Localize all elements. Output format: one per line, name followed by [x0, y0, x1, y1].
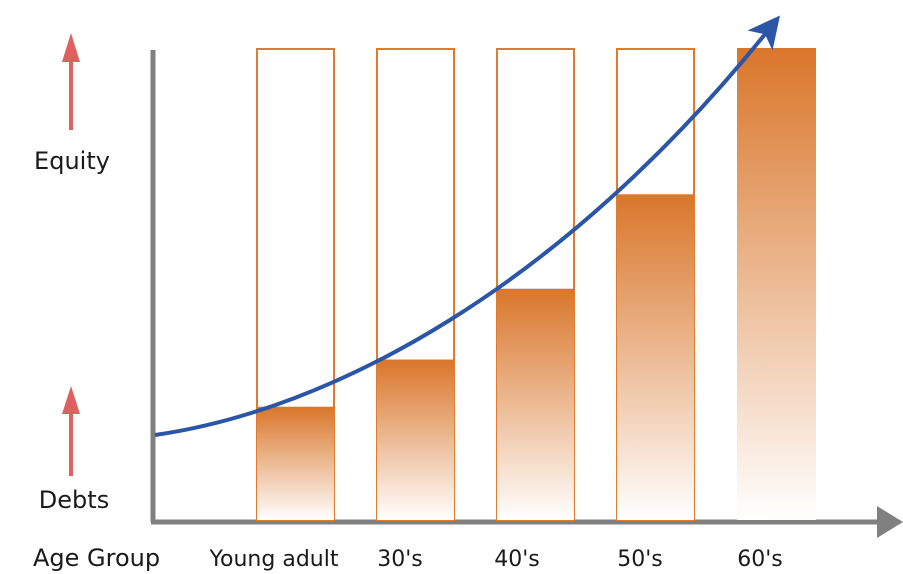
x-tick-label-4: 60's	[737, 547, 783, 572]
debts-up-arrow-icon	[62, 386, 80, 476]
equity-label: Equity	[34, 147, 110, 175]
bar-0	[257, 406, 334, 520]
x-tick-label-3: 50's	[617, 547, 663, 572]
bar-4	[737, 48, 816, 520]
x-axis-title: Age Group	[33, 544, 160, 572]
x-tick-label-0: Young adult	[209, 547, 339, 572]
bar-1	[377, 359, 454, 520]
debts-label: Debts	[39, 486, 109, 514]
bar-3	[617, 194, 694, 520]
x-tick-label-2: 40's	[494, 547, 540, 572]
equity-up-arrow-icon	[62, 33, 80, 130]
x-tick-labels: Young adult 30's 40's 50's 60's	[209, 547, 783, 572]
x-tick-label-1: 30's	[377, 547, 423, 572]
x-axis-arrowhead	[877, 506, 903, 538]
bars-group	[256, 48, 816, 521]
trend-curve	[154, 15, 781, 437]
bar-2	[497, 288, 574, 520]
